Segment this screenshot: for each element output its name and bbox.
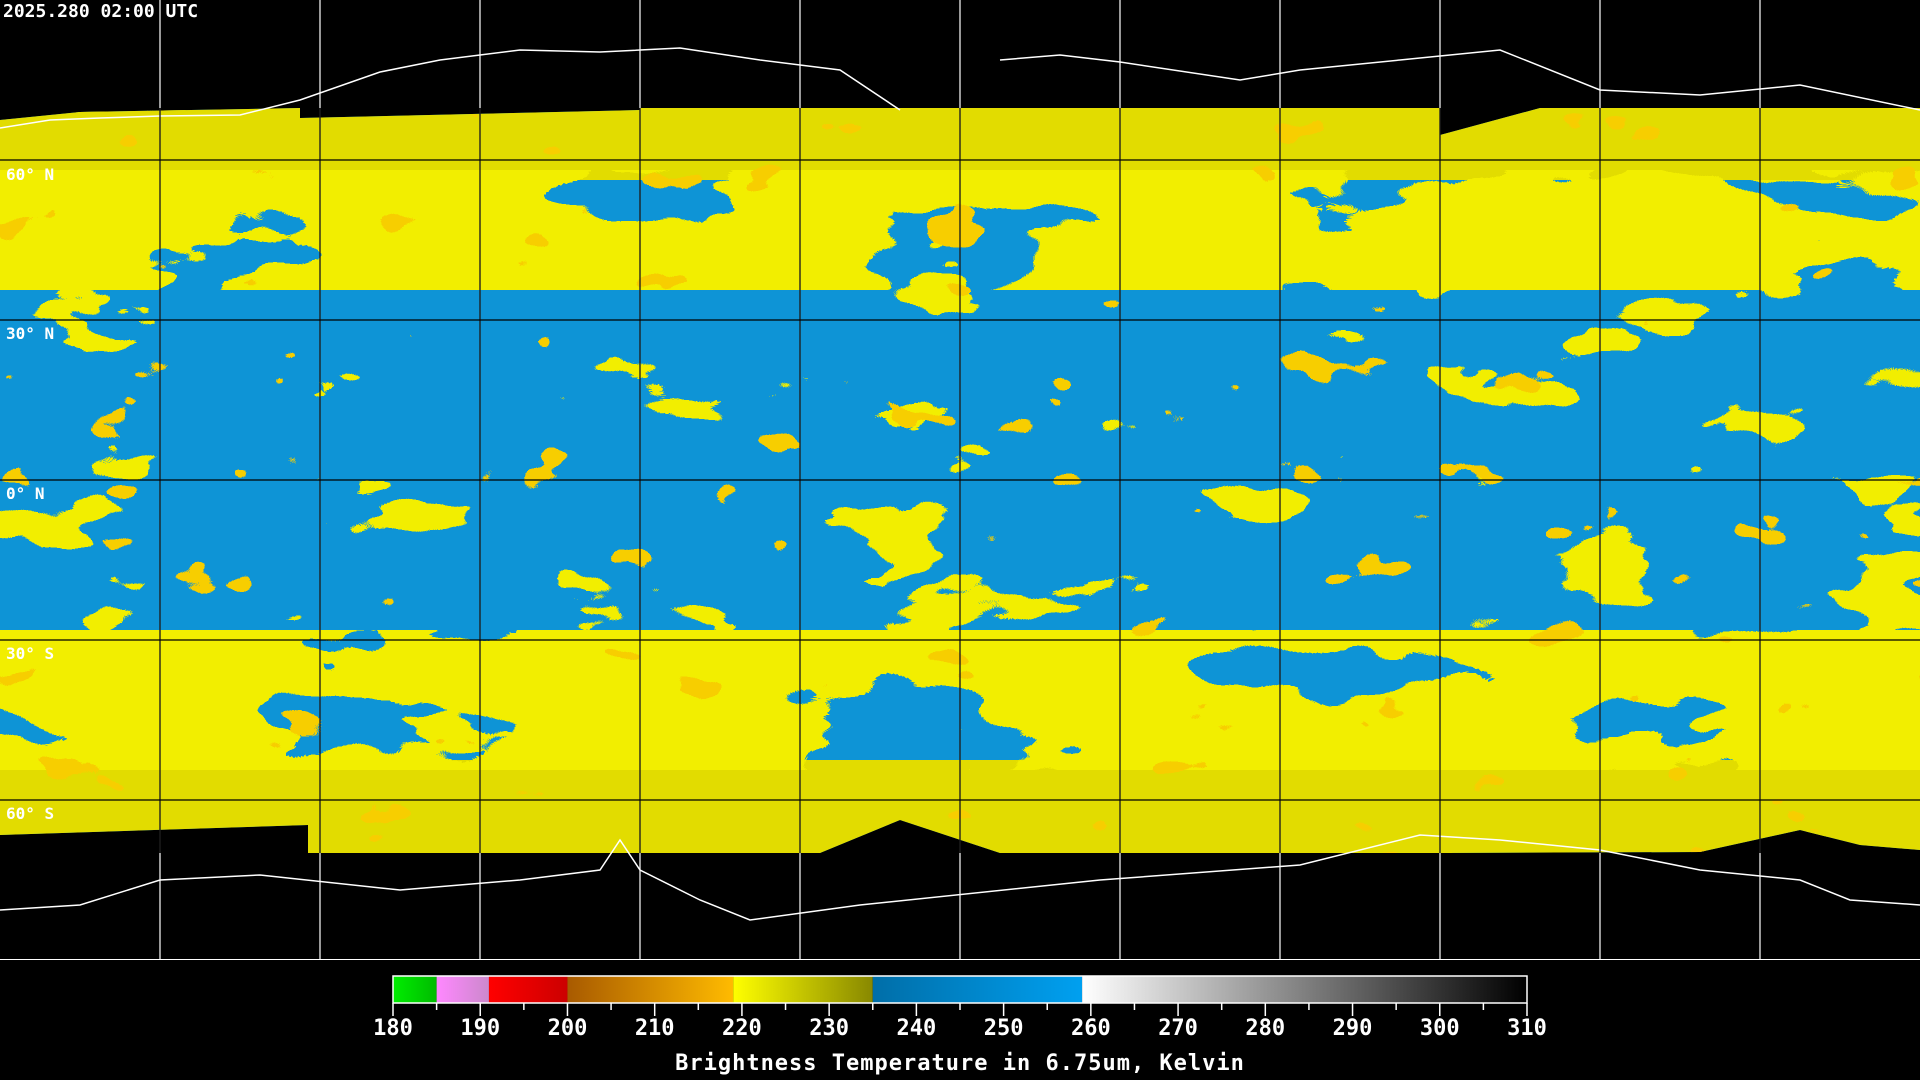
- lat-label-30n: 30° N: [6, 324, 54, 343]
- colorbar-tick-label: 210: [635, 1016, 675, 1041]
- colorbar-segment: [393, 976, 437, 1003]
- colorbar-tick-label: 260: [1071, 1016, 1111, 1041]
- colorbar-tick-label: 310: [1507, 1016, 1547, 1041]
- latitude-labels: 60° N 30° N 0° N 30° S 60° S: [6, 165, 54, 823]
- timestamp: 2025.280 02:00 UTC: [3, 1, 198, 22]
- lat-label-30s: 30° S: [6, 644, 54, 663]
- colorbar-segment: [488, 976, 568, 1003]
- colorbar-segment: [733, 976, 873, 1003]
- lat-label-0n: 0° N: [6, 484, 45, 503]
- colorbar-tick-label: 200: [548, 1016, 588, 1041]
- colorbar-tick-label: 280: [1245, 1016, 1285, 1041]
- lat-label-60n: 60° N: [6, 165, 54, 184]
- colorbar-tick-label: 250: [984, 1016, 1024, 1041]
- colorbar: 180 190 200 210 220 230 240 250 260 270 280 290 300 3…: [373, 975, 1547, 1076]
- colorbar-tick-label: 230: [809, 1016, 849, 1041]
- colorbar-tick-label: 220: [722, 1016, 762, 1041]
- colorbar-tick-label: 300: [1420, 1016, 1460, 1041]
- colorbar-tick-label: 290: [1333, 1016, 1373, 1041]
- map-bottom-border: [0, 959, 1920, 960]
- colorbar-tick-label: 190: [460, 1016, 500, 1041]
- colorbar-segment: [872, 976, 1083, 1003]
- colorbar-segment: [1082, 976, 1527, 1003]
- lat-lon-grid: [0, 0, 1920, 959]
- colorbar-segment: [567, 976, 734, 1003]
- coastlines-polar: [0, 47, 1920, 921]
- colorbar-title: Brightness Temperature in 6.75um, Kelvin: [675, 1051, 1245, 1076]
- colorbar-tick-label: 270: [1158, 1016, 1198, 1041]
- colorbar-tick-label: 180: [373, 1016, 413, 1041]
- colorbar-segment: [436, 976, 489, 1003]
- colorbar-tick-label: 240: [897, 1016, 937, 1041]
- lat-label-60s: 60° S: [6, 804, 54, 823]
